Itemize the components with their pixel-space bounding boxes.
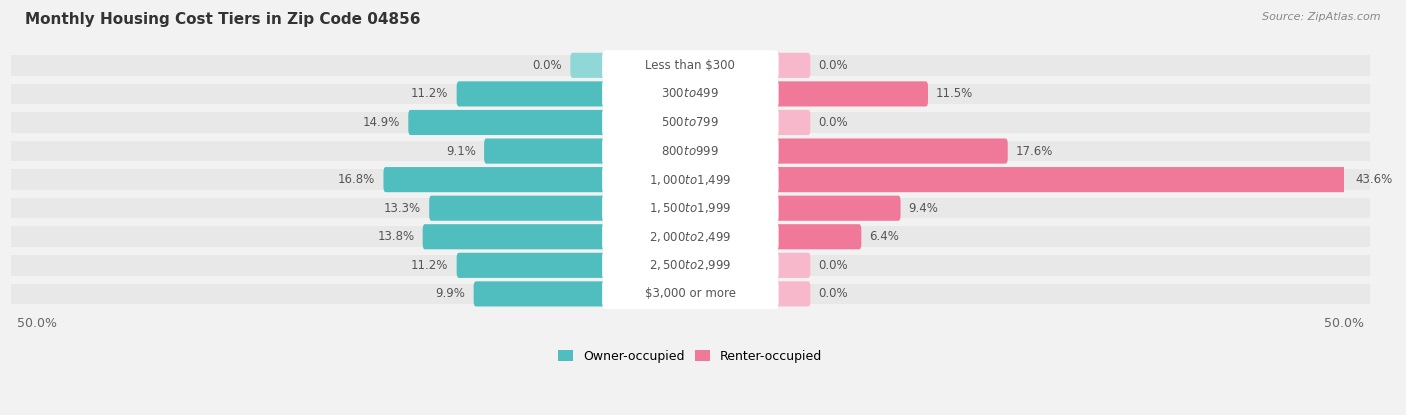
Text: $1,000 to $1,499: $1,000 to $1,499 bbox=[650, 173, 731, 187]
FancyBboxPatch shape bbox=[602, 107, 779, 138]
Text: 9.1%: 9.1% bbox=[446, 144, 477, 158]
FancyBboxPatch shape bbox=[457, 253, 607, 278]
FancyBboxPatch shape bbox=[11, 55, 1369, 76]
FancyBboxPatch shape bbox=[11, 112, 1369, 133]
FancyBboxPatch shape bbox=[474, 281, 607, 307]
FancyBboxPatch shape bbox=[773, 53, 810, 78]
FancyBboxPatch shape bbox=[423, 224, 607, 249]
FancyBboxPatch shape bbox=[773, 81, 928, 107]
Text: 0.0%: 0.0% bbox=[818, 259, 848, 272]
FancyBboxPatch shape bbox=[602, 136, 779, 166]
Text: 17.6%: 17.6% bbox=[1017, 144, 1053, 158]
FancyBboxPatch shape bbox=[429, 195, 607, 221]
FancyBboxPatch shape bbox=[11, 84, 1369, 104]
FancyBboxPatch shape bbox=[384, 167, 607, 192]
Text: $3,000 or more: $3,000 or more bbox=[645, 288, 735, 300]
Text: 43.6%: 43.6% bbox=[1355, 173, 1393, 186]
FancyBboxPatch shape bbox=[773, 110, 810, 135]
FancyBboxPatch shape bbox=[773, 167, 1347, 192]
FancyBboxPatch shape bbox=[11, 198, 1369, 218]
FancyBboxPatch shape bbox=[773, 139, 1008, 164]
Text: $800 to $999: $800 to $999 bbox=[661, 144, 720, 158]
FancyBboxPatch shape bbox=[773, 195, 901, 221]
Text: 11.5%: 11.5% bbox=[936, 88, 973, 100]
FancyBboxPatch shape bbox=[457, 81, 607, 107]
Text: 9.9%: 9.9% bbox=[436, 288, 465, 300]
Text: $1,500 to $1,999: $1,500 to $1,999 bbox=[650, 201, 731, 215]
FancyBboxPatch shape bbox=[773, 281, 810, 307]
FancyBboxPatch shape bbox=[408, 110, 607, 135]
FancyBboxPatch shape bbox=[11, 255, 1369, 276]
Text: 14.9%: 14.9% bbox=[363, 116, 401, 129]
FancyBboxPatch shape bbox=[484, 139, 607, 164]
Text: 11.2%: 11.2% bbox=[411, 88, 449, 100]
Text: $500 to $799: $500 to $799 bbox=[661, 116, 720, 129]
FancyBboxPatch shape bbox=[11, 169, 1369, 190]
Text: $2,000 to $2,499: $2,000 to $2,499 bbox=[650, 230, 731, 244]
FancyBboxPatch shape bbox=[773, 224, 862, 249]
FancyBboxPatch shape bbox=[602, 279, 779, 309]
Text: 0.0%: 0.0% bbox=[818, 116, 848, 129]
Text: 0.0%: 0.0% bbox=[818, 288, 848, 300]
FancyBboxPatch shape bbox=[602, 79, 779, 109]
FancyBboxPatch shape bbox=[11, 141, 1369, 161]
FancyBboxPatch shape bbox=[602, 193, 779, 223]
FancyBboxPatch shape bbox=[602, 50, 779, 81]
Text: 0.0%: 0.0% bbox=[818, 59, 848, 72]
Text: $2,500 to $2,999: $2,500 to $2,999 bbox=[650, 258, 731, 272]
Text: $300 to $499: $300 to $499 bbox=[661, 88, 720, 100]
Legend: Owner-occupied, Renter-occupied: Owner-occupied, Renter-occupied bbox=[558, 349, 823, 363]
Text: 13.3%: 13.3% bbox=[384, 202, 420, 215]
FancyBboxPatch shape bbox=[602, 250, 779, 281]
FancyBboxPatch shape bbox=[571, 53, 607, 78]
FancyBboxPatch shape bbox=[602, 222, 779, 252]
Text: 9.4%: 9.4% bbox=[908, 202, 939, 215]
Text: 13.8%: 13.8% bbox=[377, 230, 415, 243]
FancyBboxPatch shape bbox=[602, 164, 779, 195]
FancyBboxPatch shape bbox=[11, 227, 1369, 247]
Text: 0.0%: 0.0% bbox=[533, 59, 562, 72]
Text: Less than $300: Less than $300 bbox=[645, 59, 735, 72]
Text: 16.8%: 16.8% bbox=[337, 173, 375, 186]
FancyBboxPatch shape bbox=[773, 253, 810, 278]
Text: 11.2%: 11.2% bbox=[411, 259, 449, 272]
Text: Monthly Housing Cost Tiers in Zip Code 04856: Monthly Housing Cost Tiers in Zip Code 0… bbox=[25, 12, 420, 27]
Text: Source: ZipAtlas.com: Source: ZipAtlas.com bbox=[1263, 12, 1381, 22]
Text: 6.4%: 6.4% bbox=[869, 230, 900, 243]
FancyBboxPatch shape bbox=[11, 283, 1369, 304]
